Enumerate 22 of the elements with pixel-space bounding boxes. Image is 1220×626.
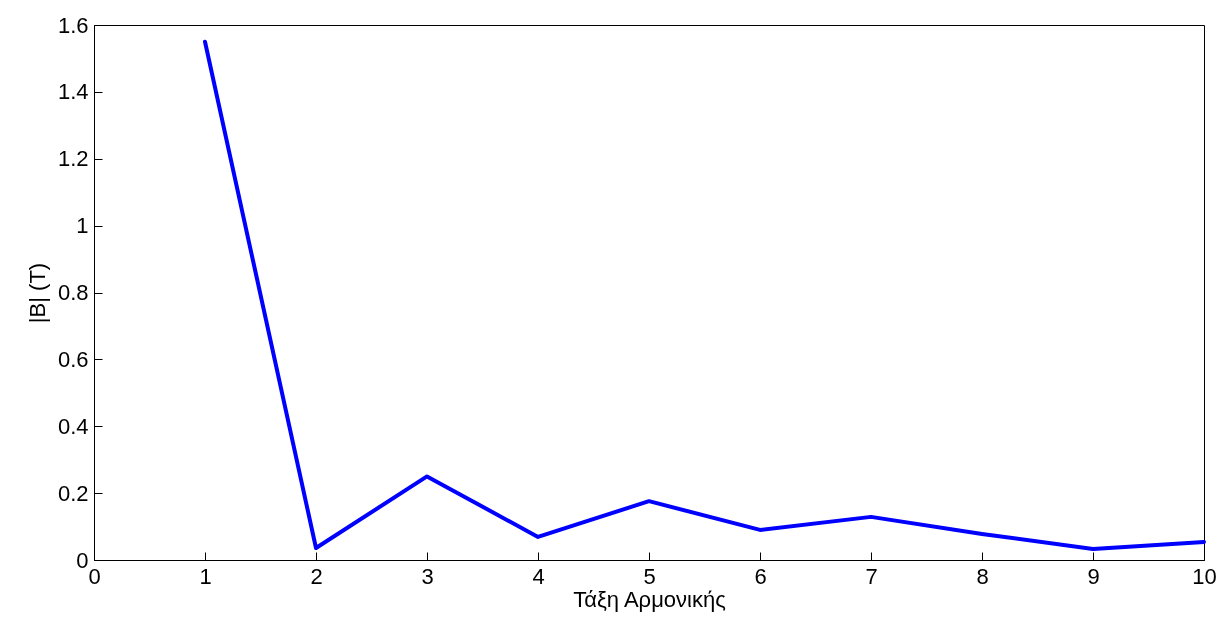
y-tick-label: 1.4 (57, 79, 89, 105)
y-axis-title: |B| (T) (24, 262, 50, 324)
x-tick-label: 8 (976, 563, 989, 589)
x-tick-label: 9 (1087, 563, 1100, 589)
y-tick-label: 0.8 (57, 280, 89, 305)
x-tick-label: 1 (199, 563, 212, 589)
y-tick-label: 1.6 (57, 12, 89, 38)
x-axis-title: Τάξη Αρμονικής (573, 586, 726, 612)
y-tick-label: 0.4 (57, 413, 89, 439)
x-tick-label: 5 (643, 563, 656, 589)
x-tick-label: 3 (421, 563, 434, 589)
y-tick-label: 1 (76, 213, 89, 239)
x-tick-label: 4 (532, 563, 545, 589)
line-series (203, 39, 1206, 551)
y-tick-label: 0.6 (57, 346, 89, 372)
y-tick-label: 1.2 (57, 146, 89, 172)
y-tick-label: 0.2 (57, 480, 89, 506)
x-tick-label: 7 (865, 563, 878, 589)
x-tick-label: 10 (1192, 563, 1217, 589)
y-tick-label: 0 (76, 547, 89, 573)
x-tick-label: 6 (754, 563, 767, 589)
x-tick-label: 2 (310, 563, 323, 589)
